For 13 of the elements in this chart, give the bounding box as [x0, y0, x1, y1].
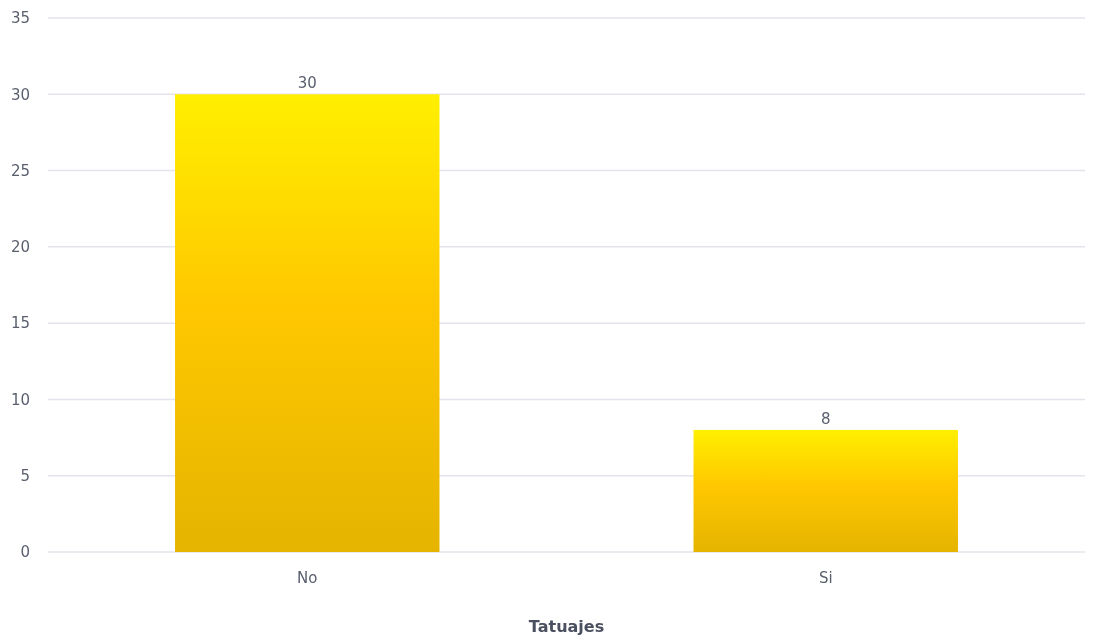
x-axis-title: Tatuajes — [528, 617, 605, 636]
y-tick-label: 0 — [20, 543, 30, 562]
x-tick-label: Si — [818, 568, 833, 587]
y-tick-label: 5 — [20, 467, 30, 486]
data-label: 8 — [820, 409, 831, 428]
y-tick-label: 30 — [10, 85, 30, 104]
x-tick-label: No — [297, 568, 318, 587]
data-label: 30 — [297, 74, 317, 93]
y-tick-label: 20 — [10, 238, 30, 257]
y-tick-label: 25 — [10, 161, 30, 180]
y-tick-label: 35 — [10, 9, 30, 28]
y-tick-label: 15 — [10, 314, 30, 333]
y-tick-label: 10 — [10, 390, 30, 409]
